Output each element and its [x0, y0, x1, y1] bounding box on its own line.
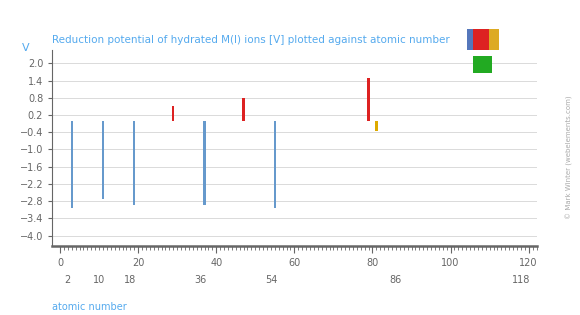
- Y-axis label: V: V: [22, 43, 30, 53]
- Bar: [467, 29, 473, 50]
- Bar: [242, 98, 245, 121]
- Bar: [375, 121, 378, 130]
- Text: © Mark Winter (webelements.com): © Mark Winter (webelements.com): [566, 96, 573, 219]
- Bar: [172, 106, 175, 121]
- Bar: [204, 121, 206, 205]
- Text: atomic number: atomic number: [52, 302, 127, 312]
- Bar: [367, 78, 369, 121]
- Bar: [473, 56, 492, 73]
- Bar: [71, 121, 73, 208]
- Bar: [489, 29, 499, 50]
- Bar: [102, 121, 104, 198]
- Bar: [133, 121, 135, 205]
- Text: Reduction potential of hydrated M(I) ions [V] plotted against atomic number: Reduction potential of hydrated M(I) ion…: [52, 36, 450, 45]
- Bar: [473, 29, 489, 50]
- Bar: [274, 121, 276, 208]
